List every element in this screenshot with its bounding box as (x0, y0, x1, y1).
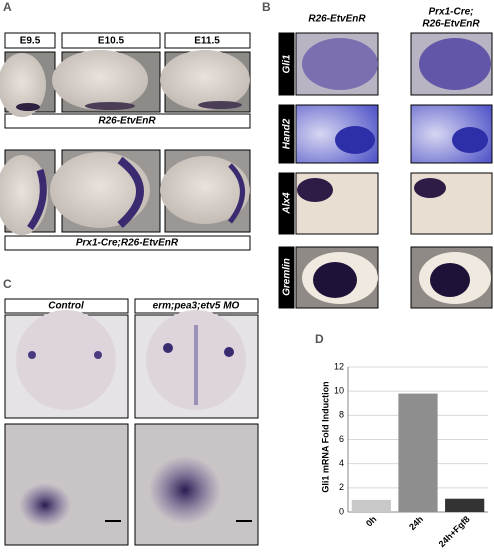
column-label: Prx1-Cre; (428, 7, 473, 18)
column-label: erm;pea3;etv5 MO (153, 301, 240, 312)
embryo-images (0, 50, 250, 235)
row-label: Hand2 (282, 118, 293, 149)
genotype-label: Prx1-Cre;R26-EtvEnR (76, 238, 179, 249)
chart: 0 2 4 6 8 10 12 0h 24h 24h+Fgf8 (334, 361, 488, 549)
y-tick-label: 12 (334, 361, 344, 371)
y-tick-label: 2 (339, 482, 344, 492)
y-tick-label: 10 (334, 386, 344, 396)
panel-label: A (3, 0, 12, 14)
stage-label: E11.5 (194, 36, 220, 47)
column-label: R26-EtvEnR (308, 14, 366, 25)
column-label: R26-EtvEnR (422, 19, 480, 30)
panel-c-images (4, 298, 259, 546)
stage-label: E10.5 (98, 36, 125, 47)
y-axis-label: Gli1 mRNA Fold Induction (320, 381, 330, 492)
y-tick-label: 0 (339, 506, 344, 516)
panel-label: D (315, 332, 324, 346)
column-label: Control (48, 301, 84, 312)
row-label: Alx4 (282, 192, 293, 215)
bar (351, 499, 391, 512)
panel-label: C (3, 277, 12, 291)
x-tick-label: 24h (407, 514, 425, 532)
y-tick-label: 6 (339, 434, 344, 444)
row-label: Gremlin (282, 258, 293, 296)
y-tick-label: 8 (339, 410, 344, 420)
bar (398, 393, 438, 512)
panel-b-images (278, 32, 493, 309)
x-tick-label: 0h (364, 514, 379, 529)
row-label: Gli1 (282, 54, 293, 73)
genotype-label: R26-EtvEnR (98, 116, 156, 127)
bar (445, 498, 485, 512)
stage-label: E9.5 (20, 36, 41, 47)
x-tick-label: 24h+Fgf8 (437, 514, 472, 549)
panel-label: B (262, 0, 271, 14)
y-tick-label: 4 (339, 458, 344, 468)
